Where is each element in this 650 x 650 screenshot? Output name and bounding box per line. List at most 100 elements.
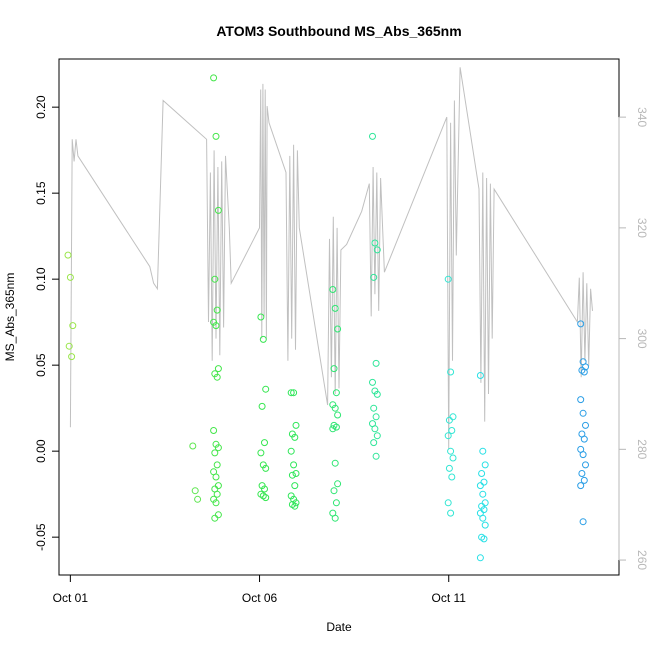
data-point <box>577 320 585 328</box>
data-point <box>332 389 340 397</box>
data-point <box>481 499 489 507</box>
data-point <box>213 461 221 469</box>
data-point <box>373 246 381 254</box>
data-point <box>332 499 340 507</box>
data-point <box>210 495 218 503</box>
data-point <box>447 447 455 455</box>
data-point <box>448 473 456 481</box>
data-point <box>479 490 487 498</box>
data-point <box>371 425 379 433</box>
data-point <box>213 373 221 381</box>
data-point <box>370 439 378 447</box>
y-axis: -0.05 0.00 0.05 0.10 0.15 0.20 <box>34 95 60 551</box>
data-point <box>189 442 197 450</box>
data-point <box>449 413 457 421</box>
data-point <box>479 447 487 455</box>
data-point <box>580 368 588 376</box>
data-point <box>480 506 488 514</box>
data-point <box>332 423 340 431</box>
data-point <box>369 132 376 140</box>
data-point <box>330 487 338 495</box>
data-point <box>447 368 455 376</box>
data-point <box>329 425 337 433</box>
y2-tick-label: 260 <box>635 550 649 570</box>
data-point <box>262 494 270 502</box>
data-point <box>331 304 339 312</box>
data-point <box>191 487 199 495</box>
secondary-series-line <box>69 67 593 450</box>
y-axis-label: MS_Abs_365nm <box>3 273 17 362</box>
x-tick-label: Oct 06 <box>242 591 278 605</box>
data-point <box>291 502 299 510</box>
y2-tick-label: 340 <box>635 107 649 127</box>
data-point <box>331 459 339 467</box>
plot-frame <box>58 58 620 576</box>
data-point <box>578 470 586 477</box>
data-point <box>64 251 72 259</box>
data-point <box>292 421 300 429</box>
data-point <box>476 554 484 562</box>
data-point <box>290 389 298 397</box>
data-point <box>577 482 585 490</box>
data-point <box>290 461 298 469</box>
data-point <box>580 476 588 484</box>
data-point <box>479 514 487 522</box>
data-point <box>69 322 77 330</box>
data-point <box>65 342 73 350</box>
data-point <box>257 313 265 321</box>
data-point <box>213 490 221 498</box>
data-point <box>211 275 219 283</box>
data-point <box>369 378 376 386</box>
data-point <box>476 482 484 490</box>
data-point <box>371 239 379 247</box>
data-point <box>448 427 456 434</box>
data-point <box>287 389 295 397</box>
data-point <box>373 432 381 440</box>
data-point <box>330 365 338 373</box>
y-tick-label: 0.15 <box>34 181 48 205</box>
data-point <box>259 335 267 343</box>
data-point <box>370 404 378 412</box>
data-point <box>444 499 452 507</box>
x-tick-label: Oct 01 <box>53 591 89 605</box>
y-tick-label: 0.10 <box>34 267 48 291</box>
data-point <box>258 402 266 410</box>
data-point <box>476 372 484 379</box>
data-point <box>290 495 298 503</box>
data-point <box>372 359 380 367</box>
data-point <box>579 451 587 459</box>
x-tick-label: Oct 11 <box>431 591 466 605</box>
data-point <box>194 495 202 503</box>
chart-title: ATOM3 Southbound MS_Abs_365nm <box>216 23 461 39</box>
data-point <box>210 74 218 82</box>
data-point <box>444 432 452 440</box>
y2-axis: 260 280 300 320 340 <box>618 107 649 570</box>
data-point <box>372 452 380 460</box>
data-point <box>580 435 588 443</box>
data-point <box>213 306 221 314</box>
data-point <box>370 273 378 281</box>
data-point <box>334 325 342 333</box>
data-point <box>481 461 489 469</box>
data-point <box>288 471 296 479</box>
data-point <box>373 390 381 398</box>
y2-tick-label: 320 <box>635 218 649 238</box>
data-point <box>214 444 222 452</box>
data-point <box>212 473 220 481</box>
data-point <box>212 132 220 140</box>
data-point <box>480 535 488 543</box>
y2-tick-label: 300 <box>635 329 649 349</box>
data-point <box>261 485 268 493</box>
data-point <box>262 464 270 472</box>
y-tick-label: -0.05 <box>34 523 48 551</box>
data-point <box>291 433 299 441</box>
data-point <box>291 482 299 490</box>
data-point <box>478 470 486 477</box>
data-point <box>259 461 267 469</box>
data-point <box>372 413 380 421</box>
data-point <box>582 421 589 429</box>
data-point <box>68 353 76 361</box>
data-point <box>334 411 342 419</box>
data-point <box>214 511 222 519</box>
